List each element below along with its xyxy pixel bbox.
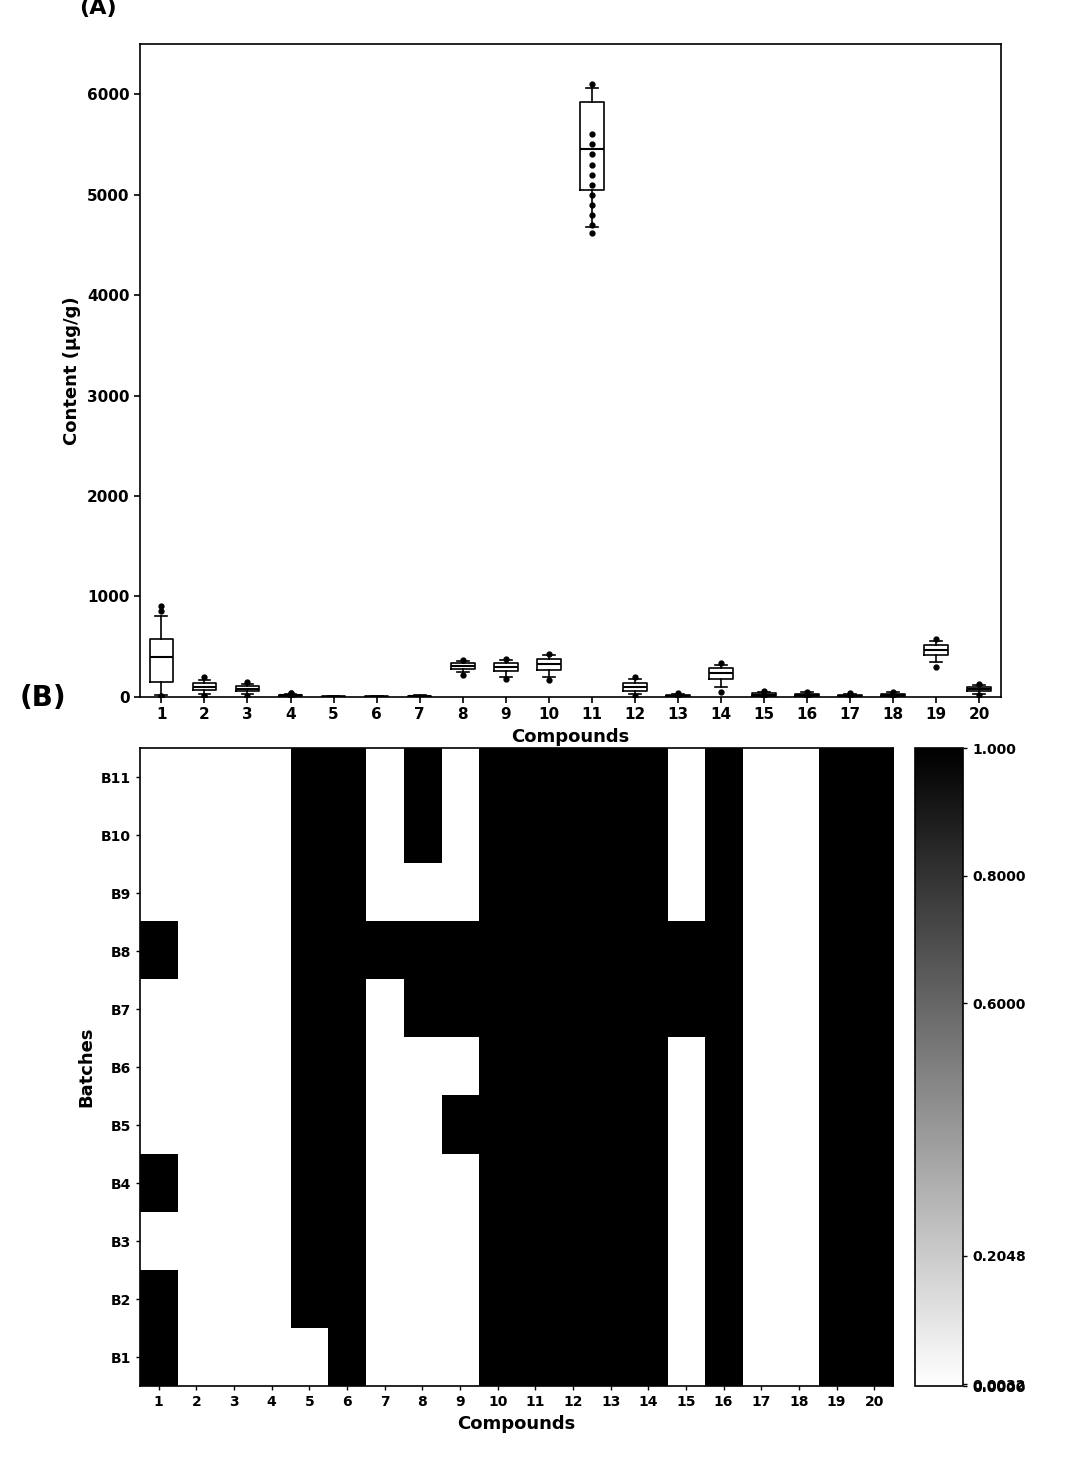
- Text: (A): (A): [80, 0, 117, 18]
- Y-axis label: Content (μg/g): Content (μg/g): [63, 296, 82, 445]
- Text: (B): (B): [19, 684, 66, 713]
- X-axis label: Compounds: Compounds: [511, 728, 629, 745]
- Y-axis label: Batches: Batches: [77, 1027, 95, 1108]
- X-axis label: Compounds: Compounds: [457, 1414, 576, 1433]
